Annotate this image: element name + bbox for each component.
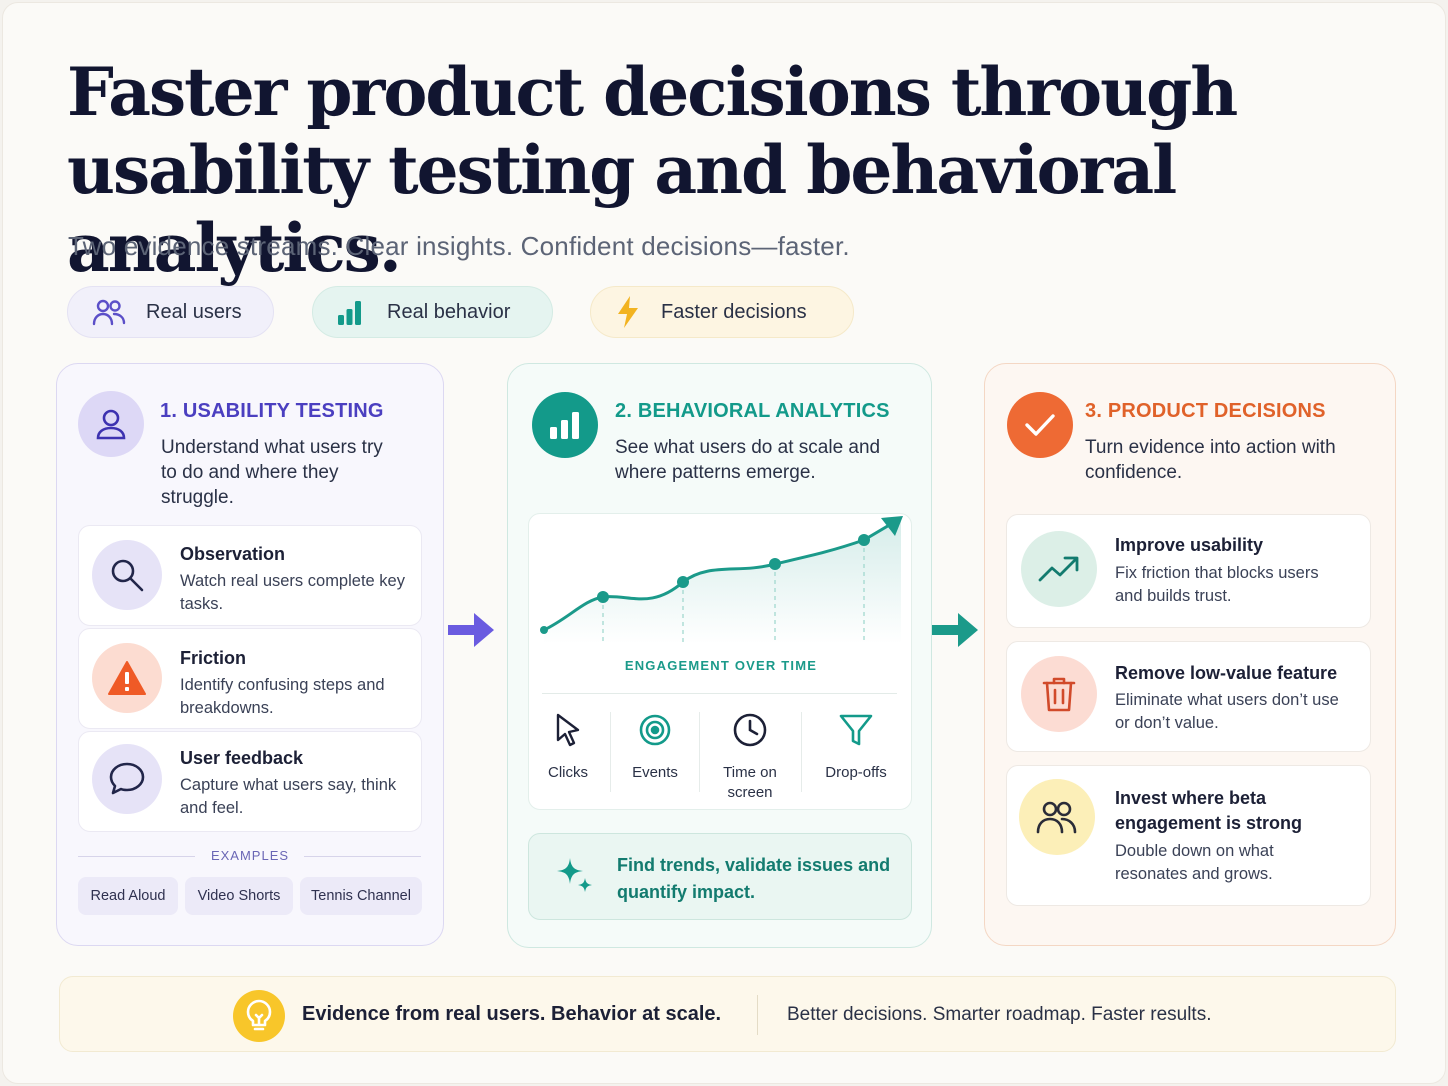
data-point xyxy=(858,534,870,546)
page-subtitle: Two evidence streams. Clear insights. Co… xyxy=(68,231,850,261)
list-item-user-feedback: User feedback Capture what users say, th… xyxy=(78,731,422,832)
divider xyxy=(757,995,758,1035)
examples-label: EXAMPLES xyxy=(210,848,290,863)
pill-label: Real users xyxy=(146,300,242,323)
decisions-title: 3. PRODUCT DECISIONS xyxy=(1085,400,1326,422)
item-description: Eliminate what users don’t use or don’t … xyxy=(1115,691,1339,732)
list-item-friction: Friction Identify confusing steps and br… xyxy=(78,628,422,729)
item-title: Friction xyxy=(180,648,246,668)
usability-title: 1. USABILITY TESTING xyxy=(160,400,384,422)
analytics-description: See what users do at scale and where pat… xyxy=(615,437,881,483)
pill-real-users: Real users xyxy=(67,286,274,338)
cursor-icon xyxy=(556,713,580,747)
bar-chart-icon xyxy=(338,301,361,325)
item-description: Watch real users complete key tasks. xyxy=(180,572,405,613)
footer-headline: Evidence from real users. Behavior at sc… xyxy=(302,1003,722,1025)
trend-text: Find trends, validate issues and quantif… xyxy=(617,855,891,902)
page-title: Faster product decisions through usabili… xyxy=(67,53,1238,287)
pill-label: Faster decisions xyxy=(661,300,807,323)
trend-arrowhead xyxy=(881,516,903,536)
data-point xyxy=(677,576,689,588)
list-item-remove-feature: Remove low-value feature Eliminate what … xyxy=(1006,641,1371,752)
warning-icon xyxy=(92,643,162,713)
metric-label: Time on screen xyxy=(723,764,777,801)
engagement-chart: ENGAGEMENT OVER TIME Clicks Events Time … xyxy=(528,513,912,810)
data-point xyxy=(769,558,781,570)
decisions-description: Turn evidence into action with confidenc… xyxy=(1085,437,1336,483)
item-description: Double down on what resonates and grows. xyxy=(1115,842,1274,883)
data-point xyxy=(597,591,609,603)
sparkle-icon xyxy=(557,858,592,892)
users-icon xyxy=(1019,779,1095,855)
item-description: Capture what users say, think and feel. xyxy=(180,776,397,817)
list-item-improve-usability: Improve usability Fix friction that bloc… xyxy=(1006,514,1371,628)
pill-faster-decisions: Faster decisions xyxy=(590,286,854,338)
item-title: Improve usability xyxy=(1115,535,1264,555)
example-tag: Tennis Channel xyxy=(300,877,422,915)
engagement-line-chart xyxy=(540,516,903,644)
trash-icon xyxy=(1021,656,1097,732)
lightbulb-icon xyxy=(233,990,285,1042)
metric-label: Events xyxy=(632,764,678,781)
pill-label: Real behavior xyxy=(387,300,511,323)
search-icon xyxy=(92,540,162,610)
users-icon xyxy=(92,299,126,326)
list-item-invest-beta: Invest where beta engagement is strong D… xyxy=(1006,765,1371,906)
funnel-icon xyxy=(839,714,873,746)
metric-time-on-screen: Time on screen xyxy=(705,712,795,803)
list-item-observation: Observation Watch real users complete ke… xyxy=(78,525,422,626)
trend-callout: Find trends, validate issues and quantif… xyxy=(528,833,912,920)
chat-bubble-icon xyxy=(92,744,162,814)
divider xyxy=(801,712,802,792)
item-title: Observation xyxy=(180,544,286,564)
trending-up-icon xyxy=(1021,531,1097,607)
item-title: User feedback xyxy=(180,748,304,768)
person-icon xyxy=(78,391,144,457)
item-title: Invest where beta engagement is strong xyxy=(1115,788,1303,833)
footer-tagline: Better decisions. Smarter roadmap. Faste… xyxy=(787,1004,1212,1025)
item-description: Identify confusing steps and breakdowns. xyxy=(180,676,385,717)
pill-real-behavior: Real behavior xyxy=(312,286,553,338)
item-description: Fix friction that blocks users and build… xyxy=(1115,564,1319,605)
lightning-icon xyxy=(618,296,638,328)
divider xyxy=(610,712,611,792)
data-point xyxy=(540,626,548,634)
metric-drop-offs: Drop-offs xyxy=(811,712,901,783)
example-tag: Video Shorts xyxy=(185,877,293,915)
divider xyxy=(542,693,897,694)
metric-label: Drop-offs xyxy=(825,764,887,781)
metric-label: Clicks xyxy=(548,764,588,781)
check-icon xyxy=(1007,392,1073,458)
arrow-right-icon xyxy=(448,613,494,647)
item-title: Remove low-value feature xyxy=(1115,663,1338,683)
bar-chart-icon xyxy=(532,392,598,458)
arrow-right-icon xyxy=(932,613,978,647)
metric-clicks: Clicks xyxy=(523,712,613,783)
divider xyxy=(78,856,195,857)
clock-icon xyxy=(733,713,767,747)
divider xyxy=(304,856,421,857)
target-icon xyxy=(639,714,671,746)
divider xyxy=(699,712,700,792)
footer-banner: Evidence from real users. Behavior at sc… xyxy=(59,976,1396,1052)
usability-description: Understand what users try to do and wher… xyxy=(161,437,383,508)
example-tag: Read Aloud xyxy=(78,877,178,915)
analytics-title: 2. BEHAVIORAL ANALYTICS xyxy=(615,400,890,422)
chart-label: ENGAGEMENT OVER TIME xyxy=(624,658,818,673)
metric-events: Events xyxy=(610,712,700,783)
